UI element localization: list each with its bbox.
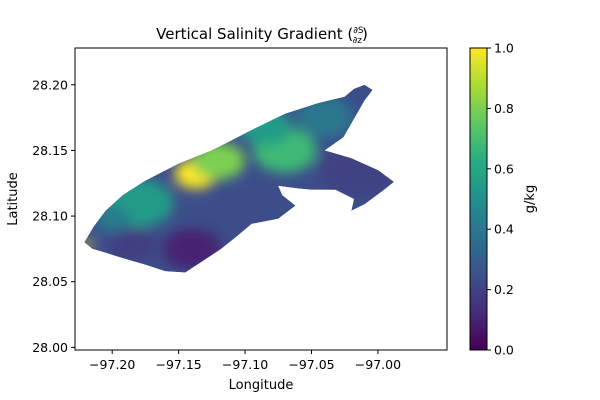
map-plot-area: −97.20 −97.15 −97.10 −97.05 −97.00 28.0028.0… <box>32 47 448 372</box>
y-tick-label-0: 28.00 <box>32 340 68 355</box>
colorbar-tick-label-3: 0.6 <box>494 161 514 176</box>
y-axis-label: Latitude <box>6 172 21 226</box>
colorbar-ticks: 0.0 0.2 0.4 0.6 0.8 1.0 <box>487 41 514 358</box>
y-tick-label-1: 28.05 <box>32 274 68 289</box>
x-tick-label-1: −97.15 <box>155 357 201 372</box>
x-tick-label-0: −97.20 <box>89 357 135 372</box>
x-tick-label-3: −97.05 <box>288 357 334 372</box>
chart-title: Vertical Salinity Gradient (∂S ∂z) <box>156 25 368 46</box>
colorbar-tick-label-2: 0.4 <box>494 222 514 237</box>
y-tick-label-4: 28.20 <box>32 77 68 92</box>
field-feature-7 <box>295 97 354 139</box>
colorbar-tick-label-0: 0.0 <box>494 343 514 358</box>
x-axis-label: Longitude <box>229 378 294 393</box>
x-tick-label-4: −97.00 <box>355 357 401 372</box>
title-fraction-denominator: ∂z <box>353 36 363 46</box>
colorbar-tick-label-5: 1.0 <box>494 41 514 56</box>
colorbar-label: g/kg <box>523 185 538 213</box>
salinity-field <box>84 84 394 273</box>
colorbar-tick-label-1: 0.2 <box>494 282 514 297</box>
title-fraction-numerator: ∂S <box>353 26 364 36</box>
plot-frame <box>74 47 448 351</box>
x-axis-ticks: −97.20 −97.15 −97.10 −97.05 −97.00 <box>89 350 401 372</box>
colorbar-gradient <box>469 47 488 351</box>
field-feature-10 <box>108 228 157 262</box>
colorbar: 0.0 0.2 0.4 0.6 0.8 1.0 g/kg <box>469 41 538 358</box>
x-tick-label-2: −97.10 <box>222 357 268 372</box>
colorbar-tick-label-4: 0.8 <box>494 101 514 116</box>
y-axis-ticks: 28.00 28.05 28.10 28.15 28.20 <box>32 77 75 355</box>
y-tick-label-2: 28.10 <box>32 209 68 224</box>
y-tick-label-3: 28.15 <box>32 143 68 158</box>
